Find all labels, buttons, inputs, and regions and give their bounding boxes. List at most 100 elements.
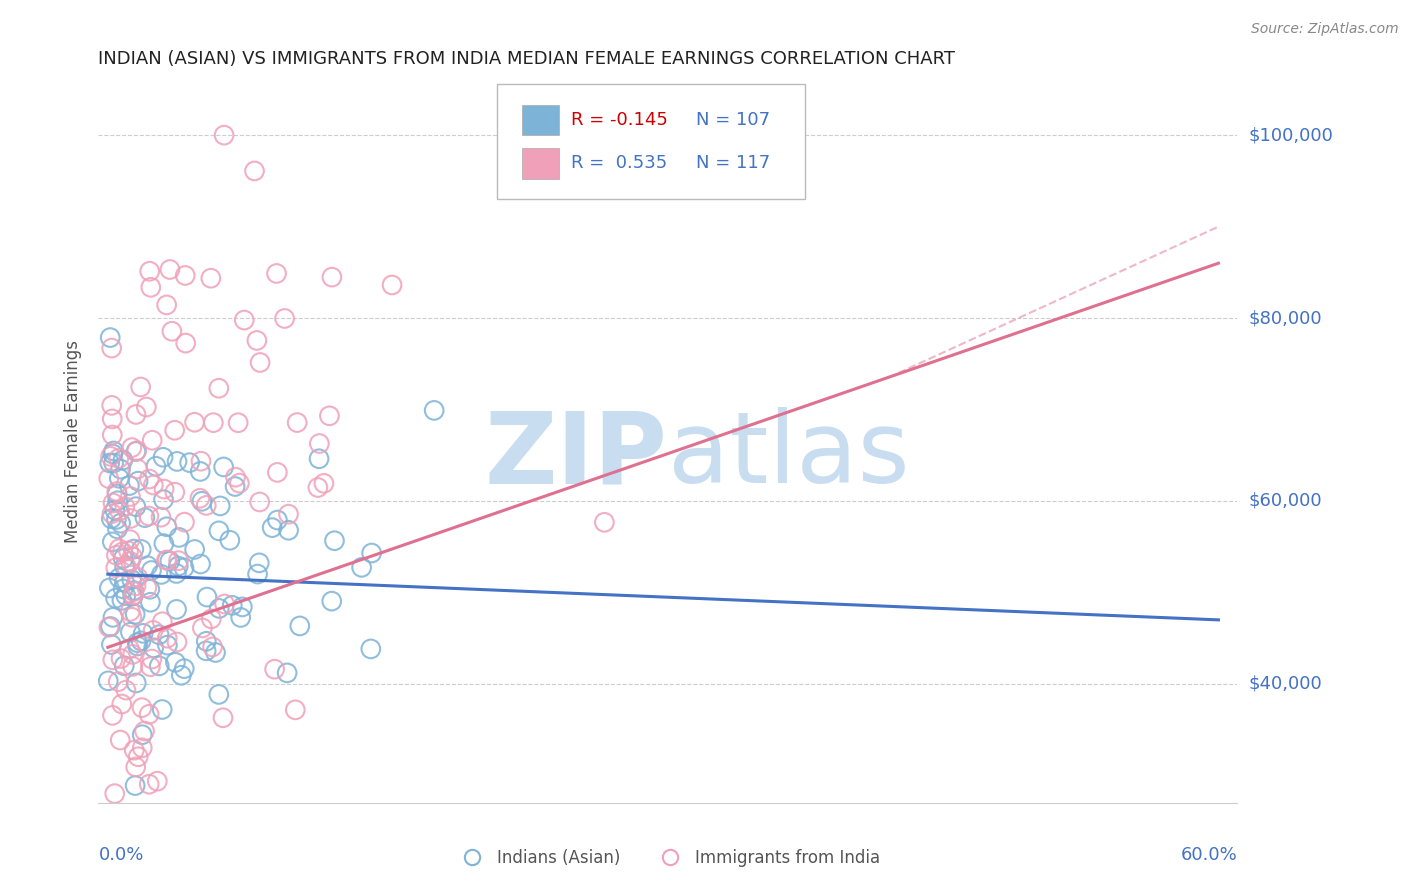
Point — [111, 593, 134, 607]
Point — [115, 683, 138, 698]
Point — [118, 478, 141, 492]
Point — [195, 634, 218, 648]
Point — [132, 626, 155, 640]
Point — [125, 760, 148, 774]
Point — [167, 559, 190, 574]
Point — [138, 509, 160, 524]
Point — [98, 456, 121, 470]
Point — [183, 542, 205, 557]
Point — [350, 560, 373, 574]
Point — [103, 456, 125, 470]
Point — [120, 625, 142, 640]
Point — [101, 507, 124, 521]
FancyBboxPatch shape — [498, 84, 804, 200]
Point — [142, 478, 165, 492]
Point — [174, 268, 197, 283]
Point — [138, 472, 160, 486]
Point — [108, 571, 131, 585]
Point — [247, 556, 270, 570]
Point — [174, 336, 197, 351]
Point — [129, 542, 152, 557]
Point — [120, 511, 142, 525]
Text: $100,000: $100,000 — [1249, 126, 1333, 145]
Point — [142, 640, 165, 655]
Point — [246, 334, 269, 348]
Point — [167, 530, 190, 544]
Point — [156, 631, 179, 645]
Point — [122, 542, 145, 557]
Point — [111, 697, 134, 711]
Point — [97, 471, 120, 485]
Point — [111, 545, 134, 559]
Point — [117, 544, 139, 558]
Text: R = -0.145: R = -0.145 — [571, 111, 668, 129]
Point — [229, 610, 252, 624]
Point — [114, 500, 136, 514]
Legend: Indians (Asian), Immigrants from India: Indians (Asian), Immigrants from India — [449, 843, 887, 874]
Y-axis label: Median Female Earnings: Median Female Earnings — [65, 340, 83, 543]
Point — [114, 559, 136, 574]
Point — [593, 516, 616, 530]
Point — [134, 724, 156, 739]
Point — [212, 711, 235, 725]
Point — [104, 503, 127, 517]
Point — [173, 561, 195, 575]
Point — [156, 520, 179, 534]
Point — [173, 662, 195, 676]
Point — [153, 536, 176, 550]
Point — [98, 581, 121, 595]
Point — [100, 450, 122, 464]
Point — [360, 546, 382, 560]
Point — [101, 534, 124, 549]
Point — [153, 482, 176, 496]
Point — [121, 573, 143, 587]
Point — [124, 607, 146, 622]
Point — [266, 513, 288, 527]
Point — [111, 453, 134, 467]
Point — [138, 264, 160, 278]
Point — [160, 324, 183, 338]
Point — [233, 313, 256, 327]
Point — [228, 476, 250, 491]
Point — [105, 512, 128, 526]
Point — [122, 583, 145, 598]
Point — [110, 733, 132, 747]
Point — [263, 662, 285, 676]
Point — [308, 436, 330, 450]
Point — [249, 495, 271, 509]
Point — [231, 599, 253, 614]
Point — [125, 444, 148, 458]
Point — [190, 454, 212, 468]
Point — [156, 298, 179, 312]
Point — [150, 615, 173, 629]
FancyBboxPatch shape — [522, 148, 558, 178]
Text: $80,000: $80,000 — [1249, 309, 1322, 327]
Point — [423, 403, 446, 417]
Point — [214, 597, 236, 611]
Point — [150, 510, 173, 524]
Point — [100, 619, 122, 633]
Point — [101, 708, 124, 723]
Point — [308, 451, 330, 466]
Point — [139, 582, 162, 597]
Text: 0.0%: 0.0% — [98, 847, 143, 864]
Point — [124, 743, 146, 757]
Point — [107, 674, 129, 689]
Point — [100, 398, 122, 412]
Point — [101, 447, 124, 461]
Point — [122, 584, 145, 599]
Point — [114, 589, 136, 603]
Point — [118, 533, 141, 547]
Point — [204, 646, 226, 660]
Point — [121, 610, 143, 624]
Point — [145, 459, 167, 474]
Point — [120, 554, 142, 568]
Point — [136, 558, 159, 573]
Point — [135, 581, 157, 595]
Point — [209, 499, 232, 513]
Point — [266, 466, 288, 480]
Point — [152, 492, 174, 507]
Point — [131, 728, 153, 742]
Point — [159, 262, 181, 277]
Point — [191, 494, 214, 508]
